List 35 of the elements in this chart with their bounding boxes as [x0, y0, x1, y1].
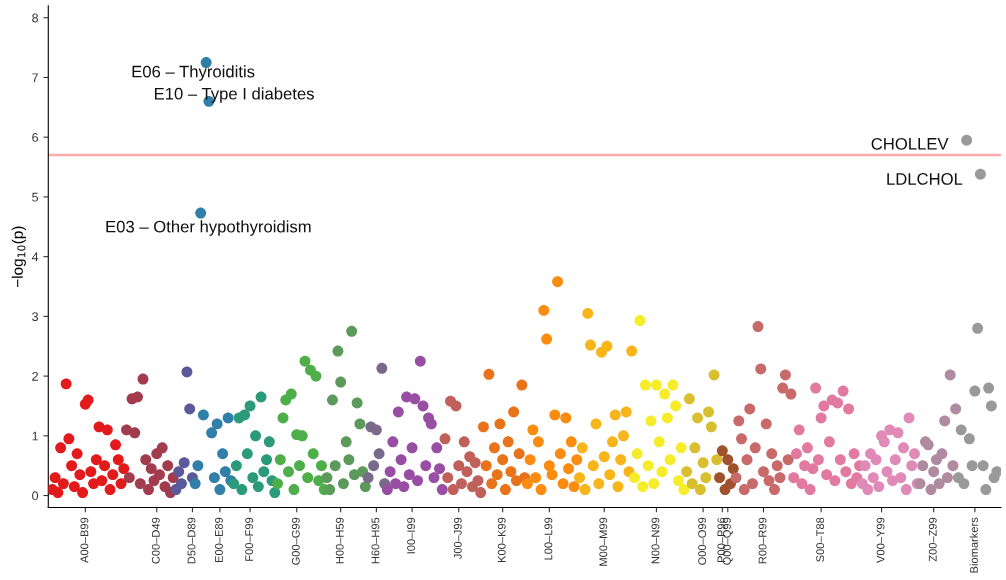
annotation: E06 – Thyroiditis [132, 65, 255, 81]
x-tick-label: Z00–Z99 [928, 517, 937, 562]
y-tick-label: 4 [31, 252, 39, 262]
y-tick-label: 3 [32, 312, 39, 322]
x-tick-label: A00–B99 [80, 517, 89, 563]
y-tick-label: 7 [32, 73, 38, 82]
x-tick-label: H60–H95 [371, 517, 380, 564]
annotation: E03 – Other hypothyroidism [106, 220, 311, 236]
x-tick-label: J00–J99 [453, 517, 462, 560]
x-tick-label: G00–G99 [291, 517, 300, 565]
x-tick-label: S00–T88 [816, 517, 825, 562]
x-tick-label: M00–M99 [599, 517, 608, 566]
x-tick-label: D50–D89 [187, 517, 196, 564]
x-tick-label: L00–L99 [544, 517, 553, 560]
annotation: LDLCHOL [887, 173, 963, 185]
y-tick-label: 0 [32, 491, 39, 501]
x-tick-label: V00–Y99 [876, 517, 885, 563]
x-tick-label: O00–O99 [698, 517, 707, 565]
x-tick-label: F00–F99 [245, 517, 254, 561]
x-tick-label: H00–H59 [335, 517, 344, 564]
y-tick-label: 6 [32, 133, 39, 142]
y-tick-label: 5 [32, 192, 39, 202]
y-tick-label: 2 [32, 371, 38, 381]
annotation: CHOLLEV [871, 137, 949, 150]
x-tick-label: C00–D49 [151, 517, 160, 564]
annotation: E10 – Type I diabetes [154, 87, 314, 103]
y-tick-label: 8 [32, 13, 39, 23]
x-tick-label: I00–I99 [407, 517, 416, 554]
x-tick-label: R00–R99 [758, 517, 767, 564]
x-tick-label: E00–E89 [215, 517, 223, 563]
x-tick-label: N00–N99 [651, 517, 660, 564]
x-tick-label: Biomarkers [969, 517, 978, 573]
y-axis-title: −log$_{10}$(p) [11, 226, 26, 287]
y-tick-label: 1 [32, 431, 38, 441]
x-tick-label: K00–K99 [497, 517, 506, 563]
